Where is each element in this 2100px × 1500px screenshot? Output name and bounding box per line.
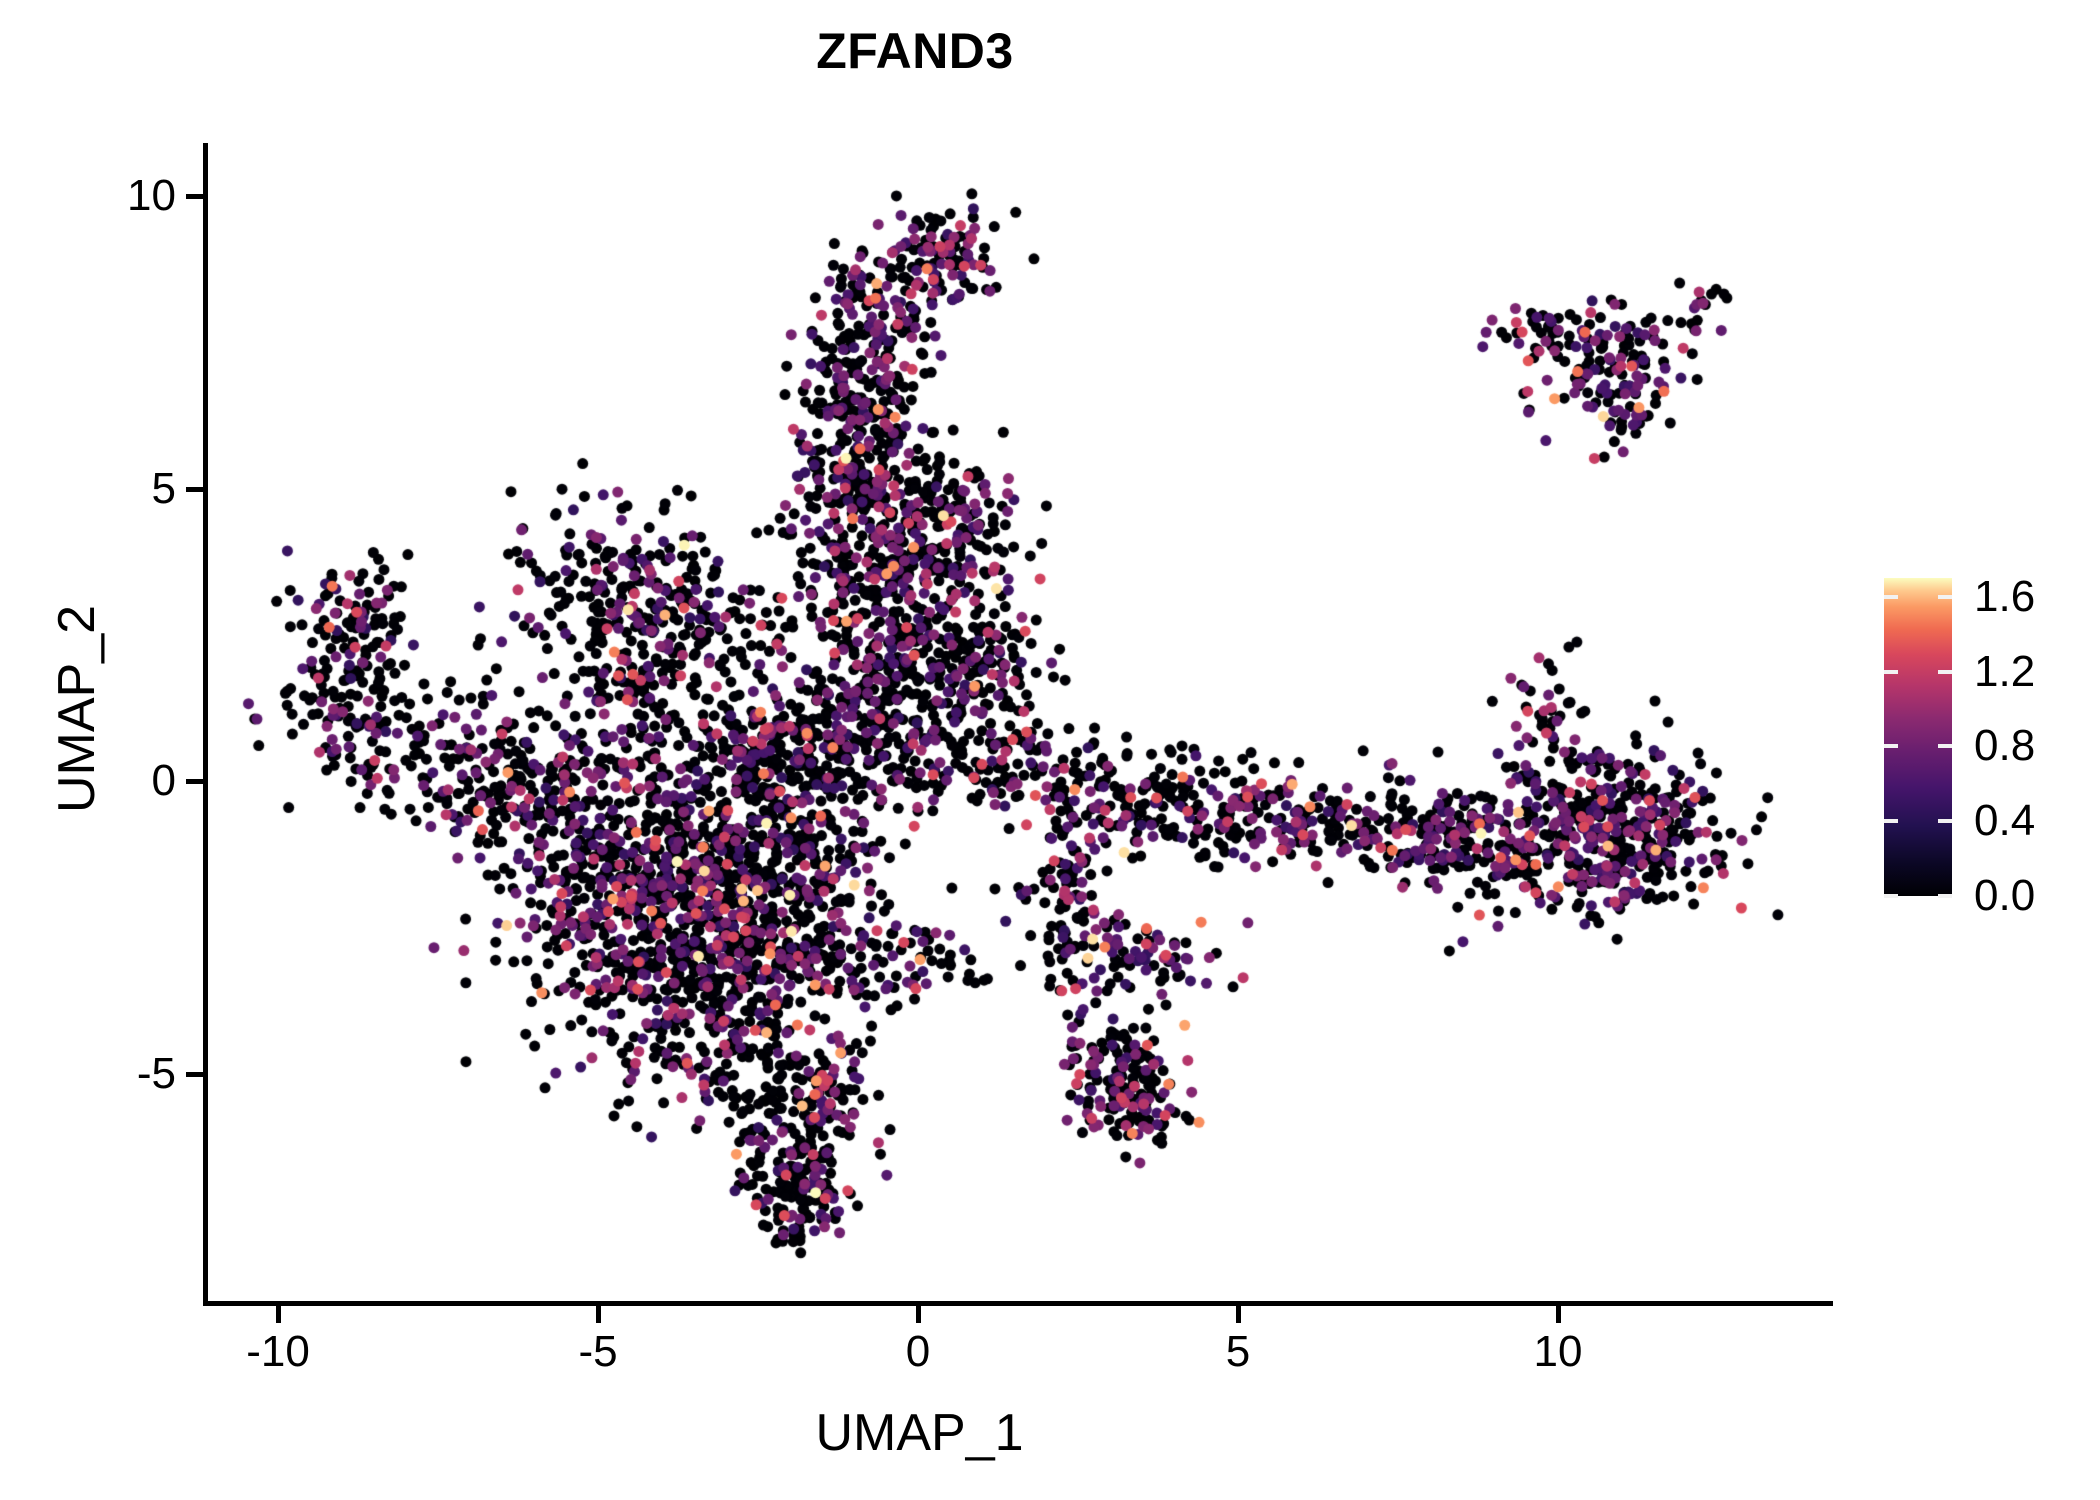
x-tick-mark <box>596 1306 601 1323</box>
colorbar-legend: 0.0 0.4 0.8 1.2 1.6 <box>1884 571 2084 918</box>
colorbar-tick-label: 1.2 <box>1974 646 2036 696</box>
colorbar-gradient <box>1884 578 1952 896</box>
x-tick-mark <box>1556 1306 1561 1323</box>
colorbar-tick-mark <box>1884 819 1898 824</box>
y-tick-mark <box>186 194 203 199</box>
y-tick-label: 10 <box>127 171 176 220</box>
scatter-points-canvas <box>207 143 1832 1305</box>
x-tick-mark <box>916 1306 921 1323</box>
y-tick-label: -5 <box>136 1048 176 1098</box>
colorbar-tick-mark <box>1938 594 1952 599</box>
x-tick-label: -10 <box>246 1327 310 1376</box>
x-tick-label: 0 <box>905 1327 931 1376</box>
scatter-plot-panel <box>207 143 1832 1305</box>
y-tick-label: 0 <box>151 756 176 805</box>
colorbar-tick-mark <box>1884 594 1898 599</box>
colorbar-tick-mark <box>1884 894 1898 898</box>
colorbar-tick-mark <box>1884 744 1898 749</box>
colorbar-tick-label: 1.6 <box>1974 571 2036 621</box>
page-title: ZFAND3 <box>816 23 1014 79</box>
x-tick-mark <box>1236 1306 1241 1323</box>
x-tick-label: 5 <box>1225 1327 1251 1376</box>
x-axis-title: UMAP_1 <box>815 1404 1024 1462</box>
colorbar-tick-label: 0.4 <box>1974 796 2036 846</box>
colorbar-tick-mark <box>1938 819 1952 824</box>
y-axis-line <box>203 143 208 1305</box>
colorbar-tick-mark <box>1938 669 1952 674</box>
y-tick-mark <box>186 1071 203 1077</box>
colorbar-tick-label: 0.8 <box>1974 721 2036 771</box>
y-tick-mark <box>186 779 203 784</box>
x-tick-label: 10 <box>1533 1327 1583 1376</box>
x-tick-label: -5 <box>578 1327 618 1376</box>
colorbar-tick-mark <box>1938 744 1952 749</box>
colorbar-tick-mark <box>1884 669 1898 674</box>
y-axis-title: UMAP_2 <box>48 604 106 814</box>
colorbar-tick-label: 0.0 <box>1974 871 2036 920</box>
x-axis-line <box>203 1301 1833 1306</box>
y-tick-label: 5 <box>151 463 176 513</box>
x-tick-mark <box>276 1306 281 1323</box>
y-tick-mark <box>186 486 203 492</box>
colorbar-tick-mark <box>1938 894 1952 898</box>
